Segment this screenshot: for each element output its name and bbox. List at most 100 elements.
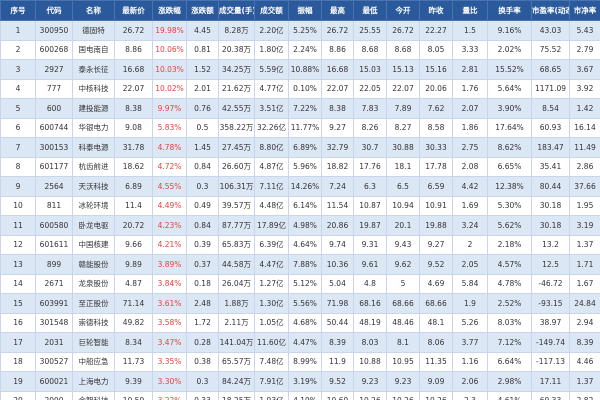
table-cell: 3.92 [569,78,600,99]
table-cell: 3.19 [569,215,600,236]
table-cell: 75.52 [531,39,570,60]
table-cell: 48.46 [386,312,420,333]
table-cell: 16.68 [114,59,153,80]
table-cell: 10.59 [114,390,153,400]
table-cell: 金智科技 [72,390,115,400]
table-row: 8 601177 杭齿前进 18.62 4.72% 0.84 26.60万 4.87亿 5.96… [0,156,600,177]
table-cell: 32.26亿 [254,117,289,138]
table-cell: 2 [0,39,36,60]
table-cell: 8.03 [353,332,387,353]
table-cell: 2.24% [288,39,322,60]
table-cell: 60.93 [531,117,570,138]
table-cell: 9.52 [321,371,354,392]
header-cell: 市净率 [569,0,600,21]
header-cell: 涨跌额 [186,0,219,21]
table-cell: 7.48亿 [254,351,289,372]
table-cell: 9.23 [386,371,420,392]
table-cell: 17.89亿 [254,215,289,236]
table-cell: 601177 [35,156,73,177]
table-cell: 300527 [35,351,73,372]
header-cell: 最新价 [114,0,153,21]
table-cell: 1.52 [186,59,219,80]
table-cell: 9.31 [353,234,387,255]
table-cell: 20.86 [321,215,354,236]
table-cell: 4.87 [114,273,153,294]
table-cell: 20.06 [419,78,453,99]
table-cell: 0.3 [186,371,219,392]
table-cell: 2.75 [452,137,488,158]
table-cell: 10.87 [353,195,387,216]
table-cell: 8.80亿 [254,137,289,158]
header-cell: 市盈率(动态) [531,0,570,21]
table-cell: 15.16 [419,59,453,80]
header-cell: 最高 [321,0,354,21]
table-row: 16 301548 崇德科技 49.82 3.58% 1.72 2.11万 1.05亿 4.68… [0,312,600,333]
table-cell: 8.38 [114,98,153,119]
table-cell: 1.71 [569,254,600,275]
table-cell: 1.88万 [218,293,255,314]
change-pct-cell: 4.55% [152,176,187,197]
table-cell: 6.59 [419,176,453,197]
header-cell: 振幅 [288,0,322,21]
table-row: 1 300950 德固特 26.72 19.98% 4.45 8.28万 2.20亿 5.25%… [0,20,600,41]
table-cell: 9.27 [321,117,354,138]
table-cell: 16.14 [569,117,600,138]
table-cell: 5.12% [288,273,322,294]
table-cell: 71.98 [321,293,354,314]
table-cell: 4.78% [487,273,532,294]
table-cell: 3.24 [452,215,488,236]
header-cell: 量比 [452,0,488,21]
table-cell: 10.95 [386,351,420,372]
table-cell: 1 [0,20,36,41]
table-cell: 9.08 [114,117,153,138]
table-cell: 1.72 [186,312,219,333]
table-cell: 19.88 [419,215,453,236]
table-row: 202090金智科技10.593.22%0.3318.25万1.93亿4.19%… [0,390,600,400]
table-cell: 10.94 [386,195,420,216]
table-cell: 6.65% [487,156,532,177]
table-body: 1 300950 德固特 26.72 19.98% 4.45 8.28万 2.20亿 5.25%… [0,20,600,400]
table-cell: 2.81 [452,59,488,80]
table-cell: 10.26 [386,390,420,400]
table-cell: 2.01 [186,78,219,99]
table-cell: 0.49 [186,195,219,216]
change-pct-cell: 9.97% [152,98,187,119]
table-cell: 16.68 [321,59,354,80]
table-cell: 3.90% [487,98,532,119]
table-cell: 17.78 [419,156,453,177]
table-cell: 48.19 [353,312,387,333]
table-cell: 10.69 [321,390,354,400]
table-cell: 2.11万 [218,312,255,333]
table-cell: 4.19% [288,390,322,400]
table-cell: 4.77亿 [254,78,289,99]
table-cell: 13.2 [531,234,570,255]
header-cell: 最低 [353,0,387,21]
change-pct-cell: 5.83% [152,117,187,138]
table-cell: 19.87 [353,215,387,236]
table-cell: 2.06 [452,371,488,392]
change-pct-cell: 3.30% [152,371,187,392]
table-cell: 0.33 [186,390,219,400]
table-cell: 18.1 [386,156,420,177]
table-cell: 华银电力 [72,117,115,138]
table-cell: 1.69 [452,195,488,216]
table-cell: 5.30% [487,195,532,216]
table-cell: 8.62% [487,137,532,158]
table-cell: 3.67 [569,59,600,80]
table-cell: 11.35 [419,351,453,372]
table-cell: 34.25万 [218,59,255,80]
table-cell: 8.28万 [218,20,255,41]
table-cell: 0.18 [186,273,219,294]
table-cell: 2.3 [452,390,488,400]
table-cell: 2.48 [186,293,219,314]
table-cell: 10.36 [321,254,354,275]
table-cell: 3.51亿 [254,98,289,119]
table-cell: 39.57万 [218,195,255,216]
table-cell: 7.62 [419,98,453,119]
table-cell: 4.8 [353,273,387,294]
table-cell: 11.49 [569,137,600,158]
header-cell: 序号 [0,0,36,21]
header-cell: 成交量(手) [218,0,255,21]
table-cell: 5 [386,273,420,294]
table-cell: 15.52% [487,59,532,80]
